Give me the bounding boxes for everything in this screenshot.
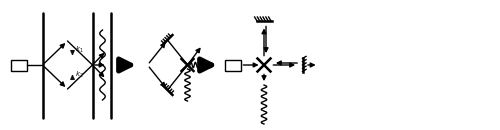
Bar — [11, 60, 27, 70]
Bar — [224, 60, 240, 70]
Text: $k_2$: $k_2$ — [75, 70, 84, 80]
Text: $k_1$: $k_1$ — [75, 45, 84, 55]
